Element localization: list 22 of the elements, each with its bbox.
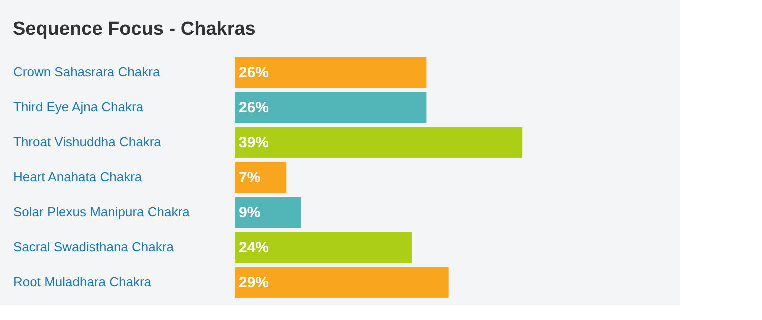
chart-title: Sequence Focus - Chakras <box>13 19 256 40</box>
bar <box>235 127 523 158</box>
y-tick-label: Crown Sahasrara Chakra <box>14 64 161 80</box>
y-tick-label: Throat Vishuddha Chakra <box>14 134 162 150</box>
data-label: 7% <box>239 170 261 186</box>
bar <box>235 197 302 228</box>
bar <box>235 57 427 88</box>
data-label: 26% <box>239 100 270 116</box>
y-tick-label: Sacral Swadisthana Chakra <box>14 240 175 254</box>
bar <box>235 267 449 298</box>
y-tick-label: Root Muladhara Chakra <box>14 274 152 290</box>
data-label: 29% <box>239 274 270 292</box>
data-label: 26% <box>239 64 270 82</box>
y-tick-label: Solar Plexus Manipura Chakra <box>14 204 191 220</box>
y-tick-label: Heart Anahata Chakra <box>14 170 143 184</box>
data-label: 39% <box>239 134 270 152</box>
bar <box>235 162 287 193</box>
y-tick-label: Third Eye Ajna Chakra <box>14 100 144 114</box>
data-label: 24% <box>239 240 270 256</box>
data-label: 9% <box>239 204 261 222</box>
bar <box>235 92 427 123</box>
bar <box>235 232 412 263</box>
